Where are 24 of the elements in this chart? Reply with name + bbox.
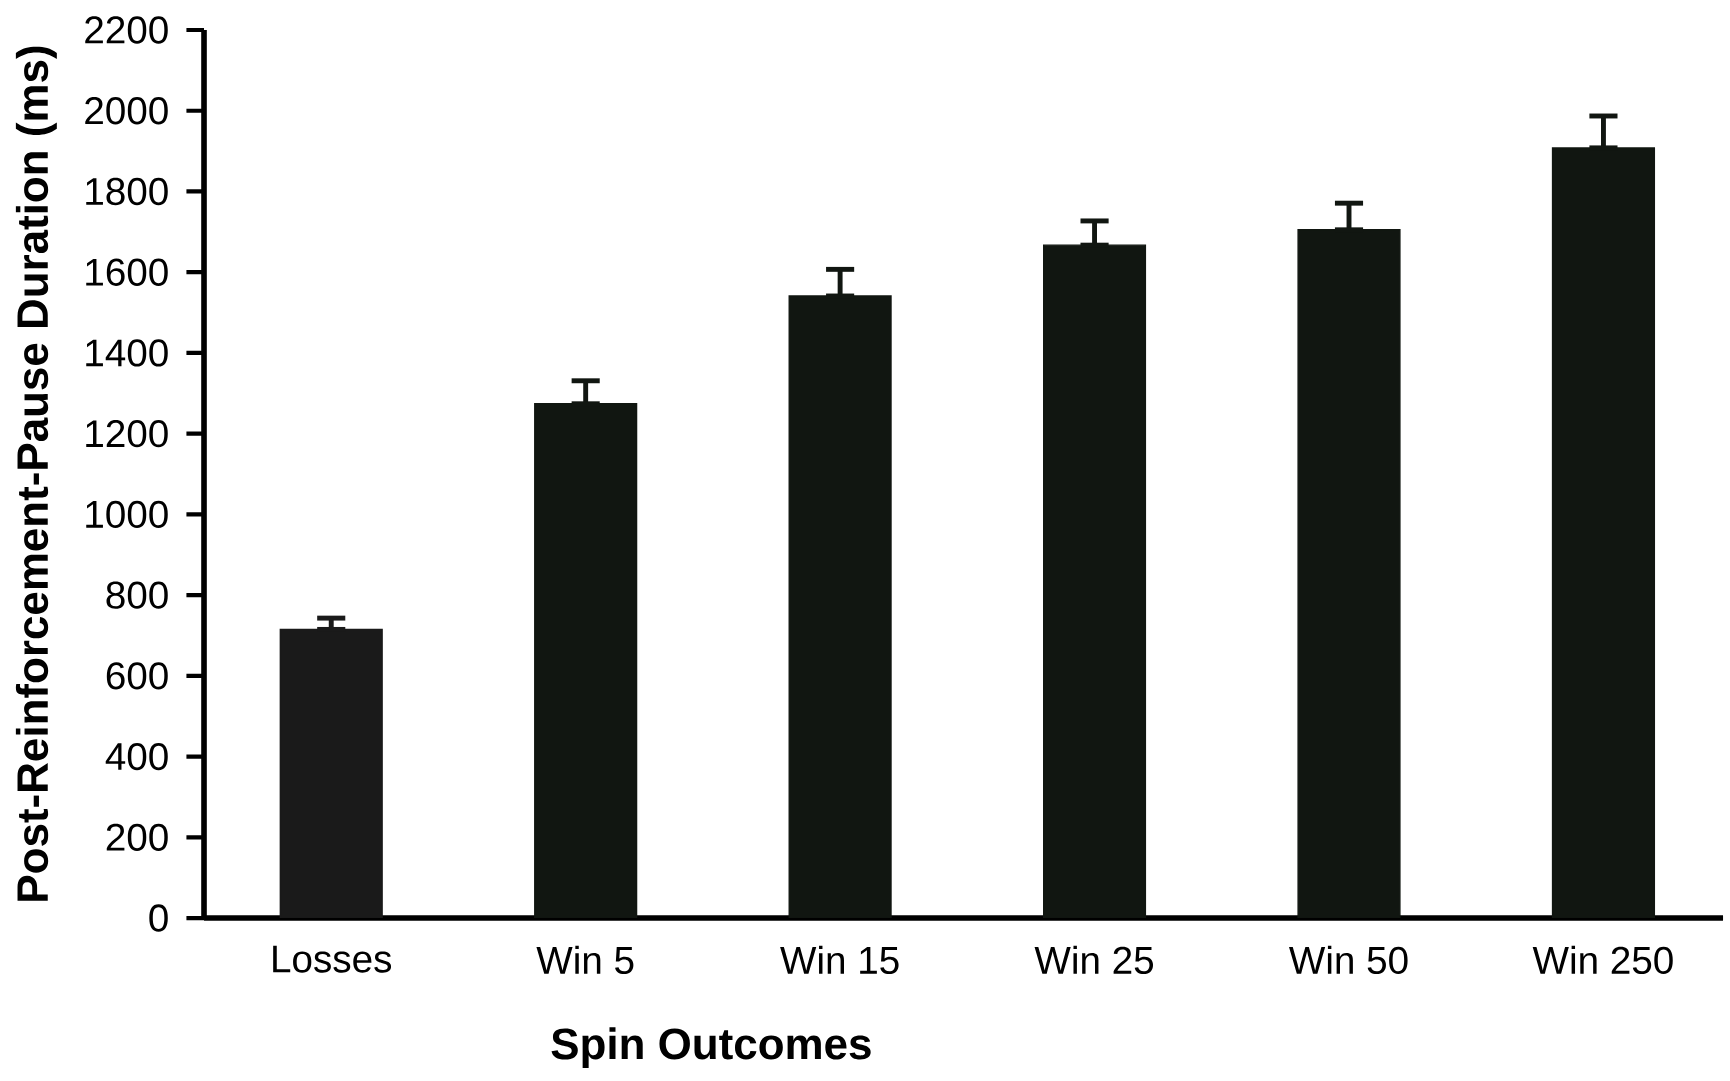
- x-tick-label: Win 15: [780, 945, 899, 975]
- y-tick-label: 1800: [86, 177, 168, 206]
- y-tick-label: 1200: [86, 420, 168, 448]
- x-tick-label: Win 25: [1034, 945, 1154, 975]
- y-tick-label: 2200: [85, 16, 168, 44]
- x-tick-label: Win 5: [536, 945, 634, 975]
- y-tick-label: 0: [149, 904, 168, 932]
- bar: [788, 295, 892, 919]
- y-tick-label: 800: [106, 581, 168, 609]
- y-tick-label: 200: [106, 823, 168, 851]
- bar: [1042, 244, 1147, 919]
- y-tick-label: 1400: [86, 339, 168, 367]
- x-axis-title: Spin Outcomes: [551, 1027, 871, 1069]
- x-tick-label: Losses: [273, 945, 392, 973]
- bar: [279, 628, 383, 919]
- bar: [534, 403, 638, 919]
- x-tick-label: Win 250: [1532, 945, 1673, 975]
- y-tick-label: 600: [106, 662, 168, 690]
- y-tick-label: 400: [105, 742, 168, 771]
- x-tick-label: Win 50: [1289, 945, 1408, 975]
- y-tick-label: 2000: [85, 97, 168, 125]
- y-axis-title: Post-Reinforcement-Pause Duration (ms): [15, 46, 57, 901]
- y-tick-label: 1000: [86, 500, 168, 529]
- y-tick-label: 1600: [86, 258, 168, 286]
